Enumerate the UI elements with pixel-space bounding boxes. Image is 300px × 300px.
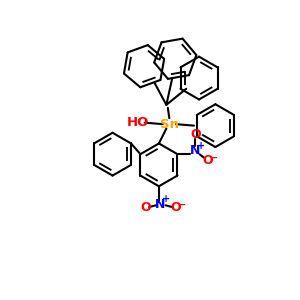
Text: Sn: Sn <box>160 118 179 130</box>
Text: O: O <box>202 154 213 167</box>
Text: +: + <box>162 194 170 204</box>
Text: HO: HO <box>127 116 149 129</box>
Text: +: + <box>196 141 205 151</box>
Text: O: O <box>140 201 151 214</box>
Text: O: O <box>190 128 201 141</box>
Text: N: N <box>190 144 200 157</box>
Text: −: − <box>178 200 186 210</box>
Text: −: − <box>210 153 218 163</box>
Text: O: O <box>170 201 181 214</box>
Text: N: N <box>155 198 166 211</box>
